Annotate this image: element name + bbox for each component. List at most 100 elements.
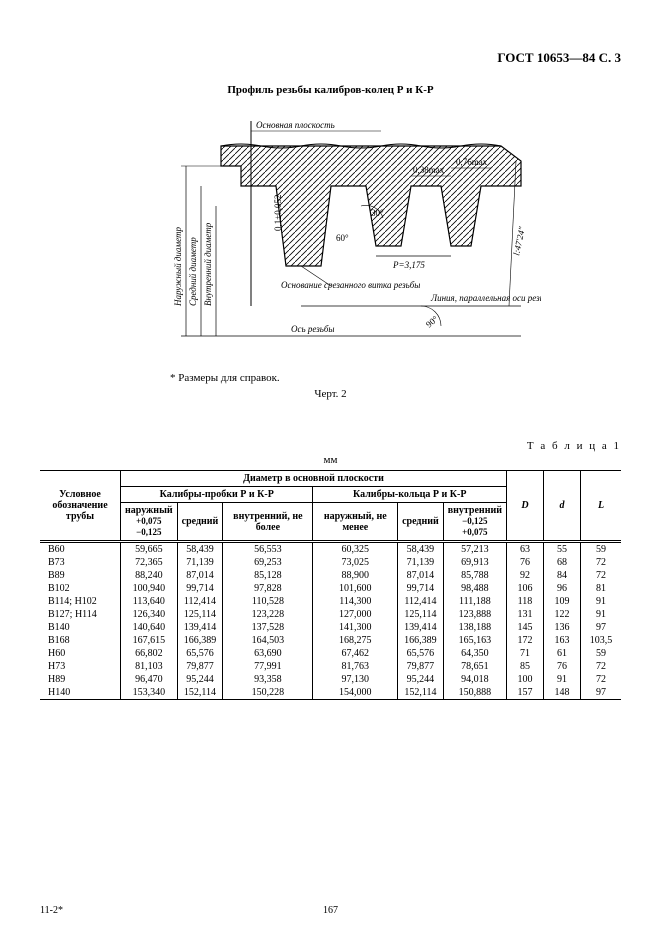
cell: 81,763 <box>313 660 398 673</box>
th-d: d <box>544 471 581 542</box>
cell: 95,244 <box>398 673 444 686</box>
cell: 69,253 <box>223 556 313 569</box>
cell: 59 <box>581 647 622 660</box>
cell: 150,888 <box>443 686 506 700</box>
th-sred1: средний <box>177 503 223 542</box>
th-L: L <box>581 471 622 542</box>
cell: 99,714 <box>177 582 223 595</box>
cell: 93,358 <box>223 673 313 686</box>
cell: 100 <box>507 673 544 686</box>
cell: 94,018 <box>443 673 506 686</box>
cell: 122 <box>544 608 581 621</box>
cell: 103,5 <box>581 634 622 647</box>
svg-text:0,76max: 0,76max <box>456 157 488 167</box>
cell: 76 <box>544 660 581 673</box>
cell: 98,488 <box>443 582 506 595</box>
cell: 154,000 <box>313 686 398 700</box>
svg-text:0,1±0,052: 0,1±0,052 <box>273 195 283 231</box>
cell: 140,640 <box>121 621 178 634</box>
cell: 79,877 <box>177 660 223 673</box>
th-designation: Условное обозначение трубы <box>40 471 121 542</box>
svg-text:Наружный диаметр: Наружный диаметр <box>173 226 183 307</box>
cell: 61 <box>544 647 581 660</box>
cell: 97 <box>581 686 622 700</box>
th-vnut-nb: внутренний, не более <box>223 503 313 542</box>
cell: 76 <box>507 556 544 569</box>
th-vnut: внутренний −0,125 +0,075 <box>443 503 506 542</box>
cell: 172 <box>507 634 544 647</box>
cell: В127; Н114 <box>40 608 121 621</box>
cell: Н60 <box>40 647 121 660</box>
cell: 63 <box>507 542 544 557</box>
cell: 95,244 <box>177 673 223 686</box>
cell: 165,163 <box>443 634 506 647</box>
table-row: Н6066,80265,57663,69067,46265,57664,3507… <box>40 647 621 660</box>
cell: 58,439 <box>398 542 444 557</box>
page-number: 167 <box>0 905 661 916</box>
cell: 59,665 <box>121 542 178 557</box>
table-row: В127; Н114126,340125,114123,228127,00012… <box>40 608 621 621</box>
table-row: В102100,94099,71497,828101,60099,71498,4… <box>40 582 621 595</box>
cell: 72 <box>581 556 622 569</box>
cell: 69,913 <box>443 556 506 569</box>
cell: 139,414 <box>177 621 223 634</box>
cell: 84 <box>544 569 581 582</box>
cell: 138,188 <box>443 621 506 634</box>
table-row: Н7381,10379,87777,99181,76379,87778,6518… <box>40 660 621 673</box>
table-row: В8988,24087,01485,12888,90087,01485,7889… <box>40 569 621 582</box>
cell: 152,114 <box>398 686 444 700</box>
cell: 123,888 <box>443 608 506 621</box>
cell: 58,439 <box>177 542 223 557</box>
th-D: D <box>507 471 544 542</box>
cell: 141,300 <box>313 621 398 634</box>
cell: 123,228 <box>223 608 313 621</box>
cell: 65,576 <box>398 647 444 660</box>
cell: 150,228 <box>223 686 313 700</box>
cell: 65,576 <box>177 647 223 660</box>
svg-text:Средний диаметр: Средний диаметр <box>188 237 198 306</box>
thread-profile-figure: Основная плоскость Наружный диаметр Сред… <box>121 106 541 366</box>
cell: 71,139 <box>398 556 444 569</box>
cell: 110,528 <box>223 595 313 608</box>
cell: 100,940 <box>121 582 178 595</box>
th-kolca: Калибры-кольца Р и К-Р <box>313 487 507 503</box>
cell: 59 <box>581 542 622 557</box>
cell: 97,130 <box>313 673 398 686</box>
svg-text:Внутренний диаметр: Внутренний диаметр <box>203 222 213 306</box>
cell: 109 <box>544 595 581 608</box>
page-header: ГОСТ 10653—84 С. 3 <box>40 50 621 66</box>
cell: 91 <box>544 673 581 686</box>
th-probki: Калибры-пробки Р и К-Р <box>121 487 313 503</box>
cell: 85,788 <box>443 569 506 582</box>
cell: 106 <box>507 582 544 595</box>
cell: 68 <box>544 556 581 569</box>
cell: Н140 <box>40 686 121 700</box>
cell: 73,025 <box>313 556 398 569</box>
cell: 167,615 <box>121 634 178 647</box>
cell: 112,414 <box>398 595 444 608</box>
table-unit: мм <box>40 454 621 466</box>
cell: 77,991 <box>223 660 313 673</box>
cell: 126,340 <box>121 608 178 621</box>
cell: 131 <box>507 608 544 621</box>
figure-caption: Черт. 2 <box>40 388 621 400</box>
footer: 11-2* 167 <box>0 905 661 916</box>
cell: 87,014 <box>177 569 223 582</box>
cell: 96,470 <box>121 673 178 686</box>
cell: 125,114 <box>398 608 444 621</box>
cell: 57,213 <box>443 542 506 557</box>
svg-text:Основание срезанного витка рез: Основание срезанного витка резьбы <box>281 280 420 290</box>
cell: 91 <box>581 608 622 621</box>
footer-left: 11-2* <box>40 905 63 916</box>
cell: Н73 <box>40 660 121 673</box>
table-row: Н140153,340152,114150,228154,000152,1141… <box>40 686 621 700</box>
cell: Н89 <box>40 673 121 686</box>
cell: 166,389 <box>177 634 223 647</box>
cell: 145 <box>507 621 544 634</box>
cell: 114,300 <box>313 595 398 608</box>
cell: 97,828 <box>223 582 313 595</box>
cell: 125,114 <box>177 608 223 621</box>
cell: 85,128 <box>223 569 313 582</box>
cell: 101,600 <box>313 582 398 595</box>
cell: 148 <box>544 686 581 700</box>
